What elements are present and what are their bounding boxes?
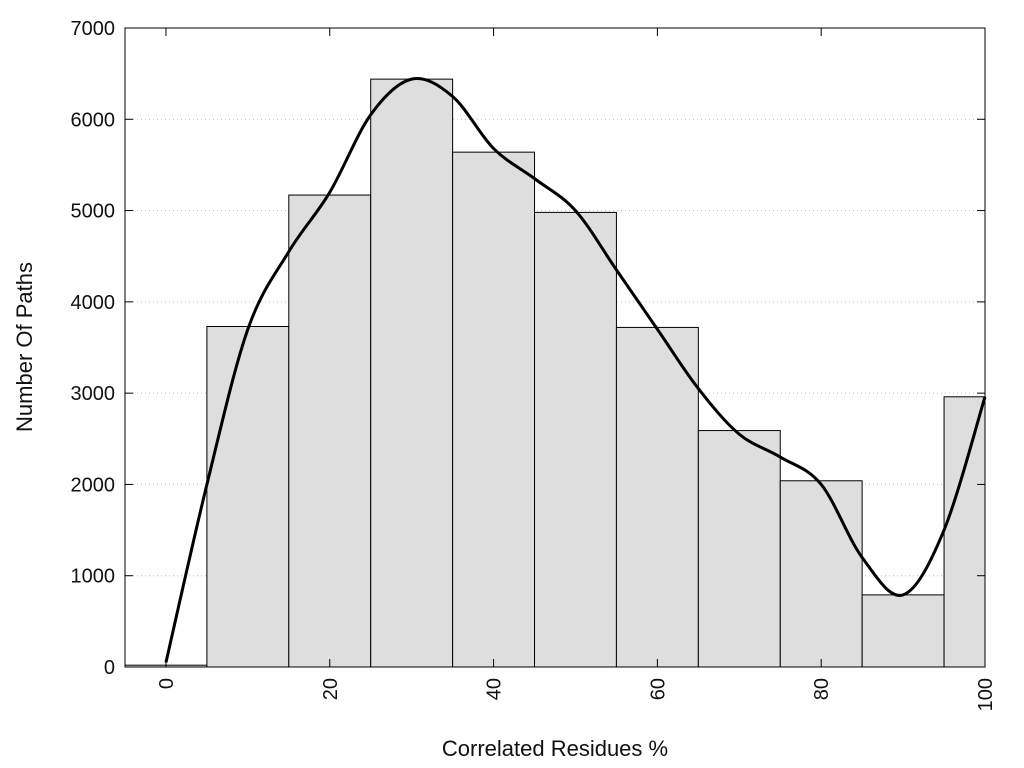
smooth-curve: [164, 77, 987, 663]
x-tick-label-2: 40: [484, 678, 506, 700]
bar-6: [615, 326, 699, 668]
y-axis-title: Number Of Paths: [12, 262, 37, 432]
bar-7: [697, 430, 781, 668]
x-tick-label-4: 80: [811, 678, 833, 700]
bar-9: [861, 594, 945, 668]
y-tick-label-1: 1000: [71, 566, 116, 588]
bars: [124, 78, 986, 668]
y-tick-label-5: 5000: [71, 201, 116, 223]
bar-3: [370, 78, 454, 668]
x-tick-label-0: 0: [156, 678, 178, 689]
y-tick-label-0: 0: [104, 657, 115, 679]
y-tick-label-4: 4000: [71, 292, 116, 314]
plot-frame: [124, 27, 986, 668]
bar-8: [779, 480, 863, 668]
x-tick-label-3: 60: [647, 678, 669, 700]
y-tick-label-6: 6000: [71, 109, 116, 131]
bar-5: [534, 211, 617, 668]
y-tick-label-7: 7000: [71, 18, 116, 40]
y-tick-label-3: 3000: [71, 383, 116, 405]
x-tick-label-1: 20: [320, 678, 342, 700]
y-tick-label-2: 2000: [71, 474, 116, 496]
x-axis-title: Correlated Residues %: [442, 736, 668, 761]
axis-ticks: 0 1000 2000 3000 4000 5000 6000 7000 0 20 40 60 80 10…: [71, 18, 998, 711]
bar-2: [288, 194, 372, 668]
smooth-curve-line: [164, 77, 987, 663]
bar-4: [452, 151, 536, 668]
bar-1: [206, 326, 290, 668]
x-tick-label-5: 100: [975, 678, 997, 711]
bar-10: [943, 396, 986, 668]
